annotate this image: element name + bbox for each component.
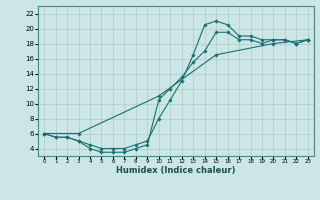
X-axis label: Humidex (Indice chaleur): Humidex (Indice chaleur) (116, 166, 236, 175)
